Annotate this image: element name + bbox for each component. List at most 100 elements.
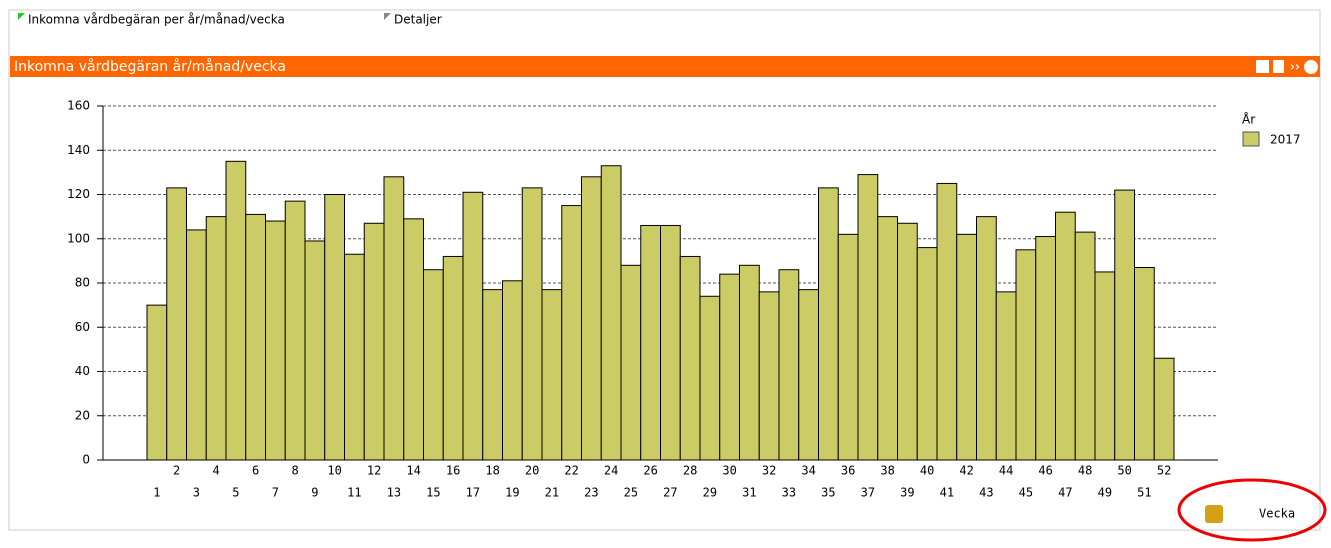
bar <box>897 222 918 461</box>
highlight <box>1177 478 1327 542</box>
bar <box>581 176 602 461</box>
bar <box>383 176 405 461</box>
y-tick-label: 80 <box>75 276 90 290</box>
x-tick-label: 26 <box>643 464 657 478</box>
bar <box>995 291 1017 461</box>
x-tick-label: 27 <box>663 486 677 500</box>
panel-frame <box>8 9 1321 531</box>
x-tick-label: 22 <box>564 464 578 478</box>
more-icon[interactable]: ›› <box>1290 60 1300 74</box>
bar <box>936 182 958 461</box>
bar <box>1134 267 1155 461</box>
panel-title: Inkomna vårdbegäran år/månad/vecka <box>14 58 286 75</box>
x-tick-label: 19 <box>505 486 519 500</box>
bar <box>719 273 740 461</box>
bar <box>877 216 898 461</box>
bar <box>186 229 207 461</box>
bar <box>1114 189 1135 461</box>
x-tick-label: 51 <box>1137 486 1151 500</box>
bar <box>640 224 661 461</box>
x-tick-label: 39 <box>900 486 914 500</box>
bar <box>660 224 681 461</box>
bar <box>521 187 543 461</box>
x-tick-label: 37 <box>861 486 875 500</box>
legend-title: År <box>1242 112 1255 127</box>
y-tick-label: 20 <box>75 408 90 422</box>
x-tick-label: 7 <box>272 486 279 500</box>
bar <box>324 194 345 461</box>
bar <box>146 304 168 461</box>
x-tick-label: 49 <box>1098 486 1112 500</box>
x-tick-label: 4 <box>213 464 220 478</box>
x-tick-label: 40 <box>920 464 934 478</box>
button[interactable]: Vecka <box>1259 507 1295 521</box>
y-tick-label: 0 <box>82 453 90 467</box>
print-icon[interactable] <box>1256 60 1269 73</box>
bar <box>205 216 227 461</box>
x-tick-label: 28 <box>683 464 697 478</box>
x-tick-label: 46 <box>1038 464 1052 478</box>
export-icon[interactable] <box>1273 60 1284 73</box>
bar <box>916 247 938 461</box>
bar <box>403 218 424 461</box>
y-tick-label: 100 <box>67 231 90 245</box>
bar <box>1074 231 1096 461</box>
bar <box>1015 249 1037 461</box>
x-tick-label: 20 <box>525 464 539 478</box>
bar <box>442 255 464 461</box>
bar <box>1153 357 1175 461</box>
x-tick-label: 52 <box>1157 464 1171 478</box>
bar <box>976 216 997 461</box>
x-tick-label: 25 <box>624 486 638 500</box>
x-tick-label: 2 <box>173 464 180 478</box>
x-tick-label: 5 <box>232 486 239 500</box>
x-tick-label: 42 <box>959 464 973 478</box>
x-tick-label: 24 <box>604 464 618 478</box>
bar <box>857 174 879 461</box>
tab[interactable]: Detaljer <box>394 13 442 27</box>
bar <box>462 191 484 461</box>
x-tick-label: 32 <box>762 464 776 478</box>
x-tick-label: 34 <box>801 464 815 478</box>
bar <box>956 233 977 461</box>
tab-icon <box>18 13 25 20</box>
x-tick-label: 16 <box>446 464 460 478</box>
bar <box>502 280 523 461</box>
x-tick-label: 13 <box>387 486 401 500</box>
x-tick-label: 44 <box>999 464 1013 478</box>
x-tick-label: 15 <box>426 486 440 500</box>
bar <box>344 253 365 461</box>
x-tick-label: 29 <box>703 486 717 500</box>
help-icon[interactable] <box>1304 60 1318 74</box>
refresh-icon[interactable] <box>1205 505 1223 523</box>
x-tick-label: 23 <box>584 486 598 500</box>
tab[interactable]: Inkomna vårdbegäran per år/månad/vecka <box>28 13 285 27</box>
x-tick-label: 36 <box>841 464 855 478</box>
bar <box>541 289 563 461</box>
bar <box>225 160 247 461</box>
bar <box>284 200 306 461</box>
x-tick-label: 47 <box>1058 486 1072 500</box>
x-tick-label: 30 <box>722 464 736 478</box>
x-tick-label: 6 <box>252 464 259 478</box>
x-tick-label: 33 <box>782 486 796 500</box>
y-tick-label: 140 <box>67 143 90 157</box>
legend-label: 2017 <box>1270 133 1301 147</box>
bar <box>363 222 385 461</box>
x-tick-label: 3 <box>193 486 200 500</box>
bar <box>482 289 503 461</box>
x-tick-label: 45 <box>1019 486 1033 500</box>
x-tick-label: 43 <box>979 486 993 500</box>
x-tick-label: 10 <box>327 464 341 478</box>
y-tick-label: 120 <box>67 187 90 201</box>
bar <box>798 289 819 461</box>
bar <box>679 255 701 461</box>
bar <box>423 269 444 461</box>
x-tick-label: 14 <box>406 464 420 478</box>
x-tick-label: 48 <box>1078 464 1092 478</box>
y-tick-label: 60 <box>75 320 90 334</box>
bar <box>600 165 622 461</box>
bar <box>1055 211 1076 461</box>
bar <box>561 205 582 461</box>
